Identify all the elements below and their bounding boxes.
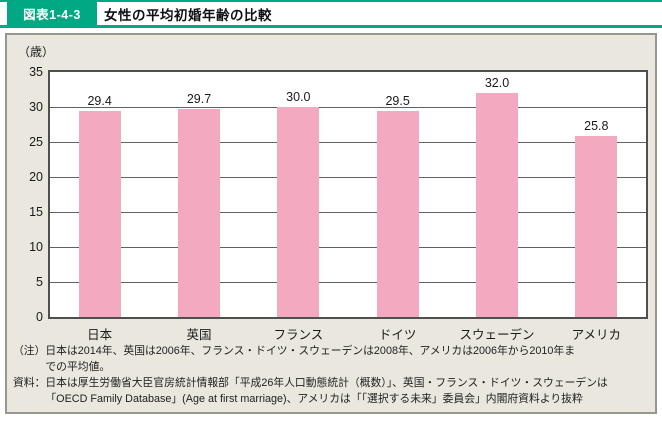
page-title: 女性の平均初婚年齢の比較	[104, 7, 272, 23]
note-text-line: での平均値。	[45, 361, 111, 373]
bar-value-label: 32.0	[484, 76, 510, 90]
y-axis-tick-label: 0	[36, 310, 43, 324]
chart-panel: （歳） 35 30 25 20 15 10 5 0 29.4 日本 29.7 英国 30.0 フランス 29…	[5, 33, 657, 414]
header-underline	[0, 25, 662, 28]
x-axis-label: ドイツ	[378, 328, 417, 342]
y-axis-tick-label: 15	[29, 205, 43, 219]
bar	[78, 111, 121, 317]
x-axis-label: スウェーデン	[459, 328, 535, 342]
note-row: （注） 日本は2014年、英国は2006年、フランス・ドイツ・スウェーデンは20…	[13, 343, 649, 375]
bar-value-label: 29.5	[385, 93, 410, 108]
source-text-line: 日本は厚生労働省大臣官房統計情報部「平成26年人口動態統計（概数）」、英国・フラ…	[45, 377, 608, 389]
source-text-line: 「OECD Family Database」(Age at first marr…	[45, 393, 583, 405]
bar-value-label: 25.8	[584, 119, 609, 134]
note-label: （注）	[13, 345, 46, 357]
x-axis-label: アメリカ	[571, 328, 622, 342]
plot-area	[48, 70, 648, 319]
gridline	[50, 246, 646, 248]
source-label: 資料：	[13, 377, 46, 389]
y-axis-tick-label: 35	[29, 65, 43, 79]
notes: （注） 日本は2014年、英国は2006年、フランス・ドイツ・スウェーデンは20…	[13, 343, 649, 407]
y-axis-unit-label: （歳）	[18, 45, 55, 59]
gridline	[50, 141, 646, 143]
figure-number-badge: 図表1-4-3	[7, 2, 97, 25]
source-text: 日本は厚生労働省大臣官房統計情報部「平成26年人口動態統計（概数）」、英国・フラ…	[45, 375, 649, 407]
bar	[476, 93, 518, 317]
gridline	[50, 176, 646, 178]
bar	[178, 109, 220, 317]
bar-value-label: 29.7	[186, 92, 212, 107]
bar-value-label: 30.0	[286, 90, 311, 104]
x-axis-label: 英国	[186, 328, 212, 342]
x-axis-label: フランス	[273, 328, 324, 342]
gridline	[50, 106, 646, 108]
source-row: 資料： 日本は厚生労働省大臣官房統計情報部「平成26年人口動態統計（概数）」、英…	[13, 375, 649, 407]
gridline	[50, 211, 646, 213]
bar	[575, 136, 618, 317]
y-axis-tick-label: 5	[36, 275, 43, 289]
y-axis-tick-label: 30	[29, 100, 43, 114]
header-top-rule	[0, 0, 662, 2]
figure-header: 図表1-4-3 女性の平均初婚年齢の比較	[0, 0, 662, 28]
gridline	[50, 281, 646, 283]
bar-value-label: 29.4	[87, 94, 112, 109]
y-axis-tick-label: 10	[29, 240, 43, 254]
note-text: 日本は2014年、英国は2006年、フランス・ドイツ・スウェーデンは2008年、…	[45, 343, 649, 375]
y-axis-tick-label: 25	[29, 135, 43, 149]
bar	[376, 110, 419, 317]
y-axis-tick-label: 20	[29, 170, 43, 184]
bar	[277, 107, 320, 317]
note-text-line: 日本は2014年、英国は2006年、フランス・ドイツ・スウェーデンは2008年、…	[45, 345, 576, 357]
x-axis-label: 日本	[87, 328, 113, 342]
